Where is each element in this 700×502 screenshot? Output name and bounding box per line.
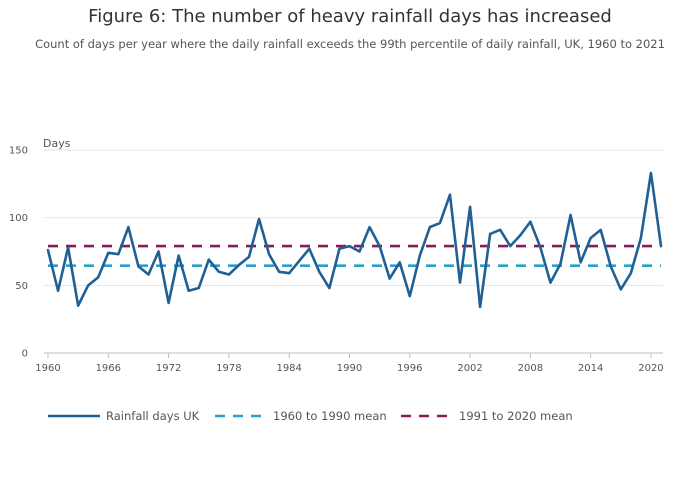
- x-tick-label: 1996: [397, 363, 422, 374]
- series: [46, 171, 663, 309]
- legend-label: 1991 to 2020 mean: [459, 409, 573, 423]
- y-tick-label: 50: [15, 281, 28, 292]
- series-line-rainfall-days-uk[interactable]: [46, 171, 663, 309]
- x-tick-label: 1978: [216, 363, 241, 374]
- legend-item[interactable]: 1960 to 1990 mean: [215, 409, 387, 423]
- legend-item[interactable]: Rainfall days UK: [48, 409, 200, 423]
- y-tick-label: 100: [9, 213, 28, 224]
- axes: 0 50 100 150 Days 1960 1966 1972 1978 1984 1990 199…: [9, 137, 664, 374]
- y-tick-label: 0: [22, 349, 28, 360]
- x-tick-label: 2008: [518, 363, 543, 374]
- x-tick-label: 2014: [578, 363, 603, 374]
- x-tick-label: 1984: [276, 363, 301, 374]
- x-tick-label: 1966: [96, 363, 121, 374]
- y-tick-label: 150: [9, 146, 28, 157]
- legend-label: 1960 to 1990 mean: [273, 409, 387, 423]
- x-tick-label: 2002: [457, 363, 482, 374]
- gridlines: [44, 149, 663, 286]
- chart-title: Figure 6: The number of heavy rainfall d…: [88, 6, 612, 27]
- x-tick-label: 1972: [156, 363, 181, 374]
- x-tick-label: 1960: [35, 363, 60, 374]
- chart-subtitle: Count of days per year where the daily r…: [35, 37, 665, 51]
- x-tick-label: 1990: [337, 363, 362, 374]
- x-tick-label: 2020: [638, 363, 663, 374]
- y-axis-title: Days: [43, 137, 71, 150]
- legend[interactable]: Rainfall days UK 1960 to 1990 mean 1991 to…: [48, 409, 573, 423]
- legend-item[interactable]: 1991 to 2020 mean: [401, 409, 573, 423]
- legend-label: Rainfall days UK: [106, 409, 200, 423]
